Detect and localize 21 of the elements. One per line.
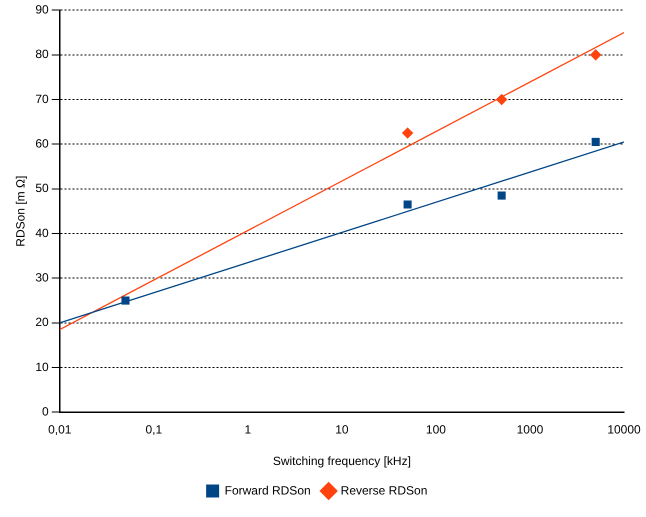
legend-label: Forward RDSon xyxy=(224,483,311,498)
x-tick-label: 10 xyxy=(335,422,349,437)
x-tick-label: 1000 xyxy=(516,422,544,437)
x-tick-label: 1 xyxy=(244,422,252,437)
y-axis-title: RDSon [m Ω] xyxy=(14,176,28,247)
x-tick-label: 0,1 xyxy=(145,422,162,437)
y-tick-label: 40 xyxy=(35,226,50,240)
y-tick-label: 60 xyxy=(35,136,50,151)
x-tick-label: 0,01 xyxy=(48,422,72,437)
legend-label: Reverse RDSon xyxy=(340,483,428,498)
y-tick-label: 90 xyxy=(35,2,50,17)
x-axis-title: Switching frequency [kHz] xyxy=(272,454,411,468)
x-tick-label: 10000 xyxy=(607,422,642,437)
y-tick-label: 80 xyxy=(35,47,50,62)
y-tick-label: 10 xyxy=(35,360,50,374)
y-tick-label: 20 xyxy=(35,315,50,330)
y-tick-label: 70 xyxy=(35,92,50,106)
y-tick-label: 50 xyxy=(35,181,50,196)
y-tick-label: 30 xyxy=(35,270,50,285)
y-tick-label: 0 xyxy=(42,404,50,419)
x-tick-label: 100 xyxy=(426,422,446,437)
